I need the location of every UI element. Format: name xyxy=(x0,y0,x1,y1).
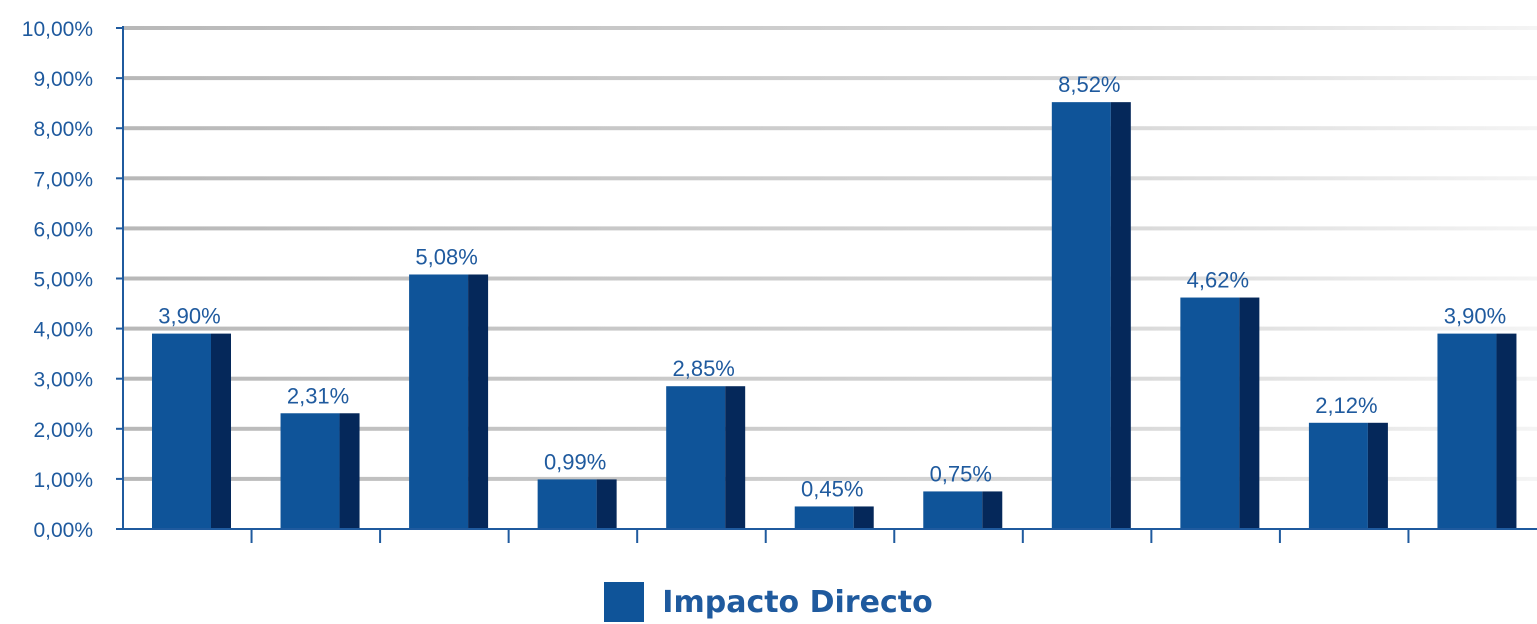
gridline xyxy=(123,76,1537,81)
bar-side xyxy=(1367,422,1388,529)
data-label: 3,90% xyxy=(1444,304,1506,329)
bar xyxy=(794,506,854,529)
bar xyxy=(1437,333,1497,529)
legend: Impacto Directo xyxy=(0,580,1537,624)
y-tick-label: 9,00% xyxy=(33,68,93,91)
gridline xyxy=(123,376,1537,381)
bar-side xyxy=(1496,333,1517,529)
bar-side xyxy=(1110,102,1131,529)
data-label: 4,62% xyxy=(1187,268,1249,293)
y-tick-label: 2,00% xyxy=(33,419,93,442)
data-label: 3,90% xyxy=(158,304,220,329)
data-label: 0,75% xyxy=(930,461,992,486)
bar xyxy=(280,413,340,529)
data-label: 0,45% xyxy=(801,476,863,501)
y-tick-label: 3,00% xyxy=(33,369,93,392)
bar xyxy=(666,386,726,529)
bar-side xyxy=(596,479,617,529)
bar-chart: 0,00% 1,00% 2,00% 3,00% 4,00% 5,00% 6,00% 7,00%… xyxy=(22,18,1537,543)
y-tick-label: 8,00% xyxy=(33,118,93,141)
data-label: 2,31% xyxy=(287,383,349,408)
bar xyxy=(152,333,211,529)
y-tick-label: 6,00% xyxy=(33,218,93,241)
gridline xyxy=(123,126,1537,131)
y-tick-label: 10,00% xyxy=(22,18,93,41)
bar-side xyxy=(853,506,874,529)
bar xyxy=(537,479,597,529)
bar-side xyxy=(211,333,231,529)
bar xyxy=(1051,102,1111,529)
data-label: 8,52% xyxy=(1058,72,1120,97)
gridline xyxy=(123,326,1537,331)
bar-side xyxy=(1239,297,1260,529)
bar-side xyxy=(468,274,489,529)
y-tick-label: 7,00% xyxy=(33,168,93,191)
data-label: 0,99% xyxy=(544,449,606,474)
data-label: 2,85% xyxy=(672,356,734,381)
bar xyxy=(923,491,983,529)
bar xyxy=(409,274,469,529)
legend-swatch xyxy=(604,582,645,622)
bar-side xyxy=(725,386,746,529)
gridline xyxy=(123,276,1537,281)
y-tick-label: 0,00% xyxy=(33,519,93,542)
gridline xyxy=(123,176,1537,181)
gridline xyxy=(123,26,1537,30)
bar xyxy=(1180,297,1240,529)
bar xyxy=(1308,422,1368,529)
bar-side xyxy=(982,491,1003,529)
data-label: 5,08% xyxy=(415,244,477,269)
gridline xyxy=(123,226,1537,231)
legend-label: Impacto Directo xyxy=(662,584,933,620)
y-tick-label: 4,00% xyxy=(33,319,93,342)
y-tick-label: 1,00% xyxy=(33,469,93,492)
gridline xyxy=(123,426,1537,431)
data-label: 2,12% xyxy=(1315,393,1377,418)
y-tick-label: 5,00% xyxy=(33,269,93,292)
bar-side xyxy=(339,413,360,529)
gridline xyxy=(123,476,1537,481)
